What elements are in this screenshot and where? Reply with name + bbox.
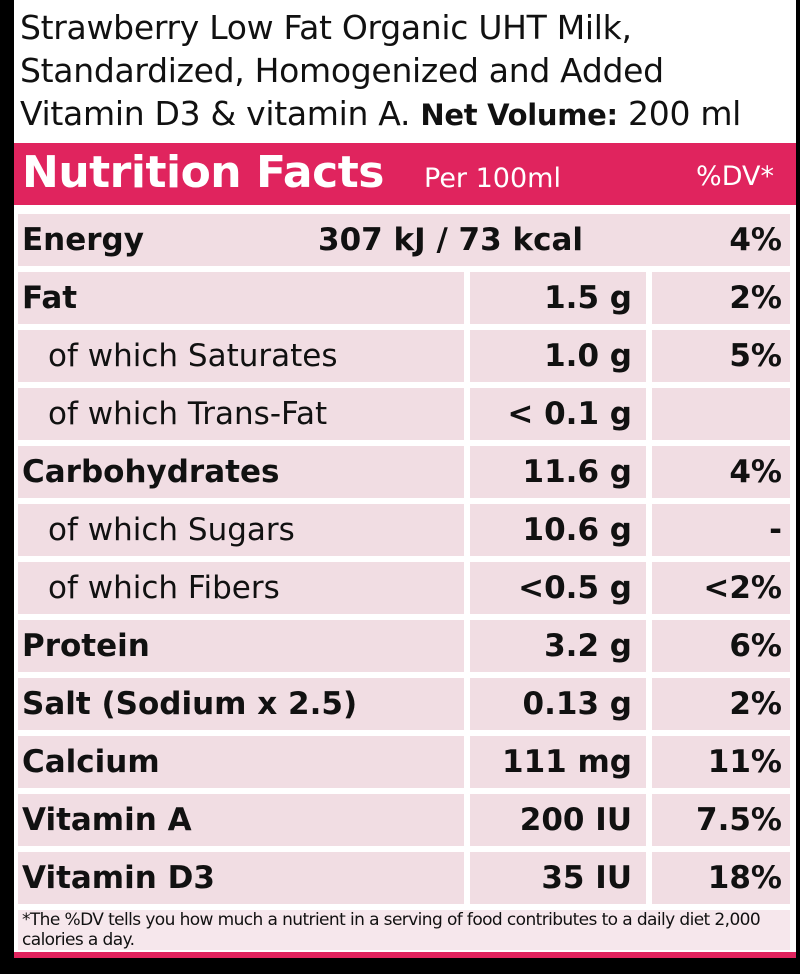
nutrient-dv: 4% — [652, 446, 790, 498]
nutrient-label: Salt (Sodium x 2.5) — [22, 686, 358, 722]
nutrient-label: of which Sugars — [48, 512, 295, 548]
nutrient-label: Carbohydrates — [22, 454, 280, 490]
footnote: *The %DV tells you how much a nutrient i… — [18, 910, 790, 950]
nutrient-value: 307 kJ / 73 kcal — [318, 222, 584, 258]
nutrient-label: Fat — [22, 280, 78, 316]
description-line-1: Strawberry Low Fat Organic UHT Milk, — [20, 8, 632, 47]
table-row: Fat 1.5 g 2% — [14, 272, 790, 324]
nutrient-dv: 4% — [729, 222, 782, 258]
nutrient-label: Calcium — [22, 744, 160, 780]
label-cell: Salt (Sodium x 2.5) — [18, 678, 464, 730]
footer-stripe — [14, 952, 796, 958]
description-line-3: Vitamin D3 & vitamin A. Net Volume: 200 … — [20, 92, 790, 137]
nutrient-label: Protein — [22, 628, 150, 664]
dv-header: %DV* — [696, 161, 774, 192]
label-cell: Vitamin A — [18, 794, 464, 846]
nutrient-value: <0.5 g — [470, 562, 646, 614]
net-volume-value: 200 ml — [628, 94, 742, 133]
table-row: Carbohydrates 11.6 g 4% — [14, 446, 790, 498]
label-cell: of which Sugars — [18, 504, 464, 556]
nutrient-value: 1.0 g — [470, 330, 646, 382]
nutrient-label: Vitamin A — [22, 802, 192, 838]
product-description: Strawberry Low Fat Organic UHT Milk, Sta… — [20, 6, 790, 137]
nutrient-dv: 2% — [652, 272, 790, 324]
label-cell: of which Trans-Fat — [18, 388, 464, 440]
nutrient-value: 35 IU — [470, 852, 646, 904]
nutrient-value: < 0.1 g — [470, 388, 646, 440]
table-row: Vitamin A 200 IU 7.5% — [14, 794, 790, 846]
nutrient-label: of which Fibers — [48, 570, 280, 606]
nutrient-dv: <2% — [652, 562, 790, 614]
table-row: Calcium 111 mg 11% — [14, 736, 790, 788]
nutrition-table: Energy 307 kJ / 73 kcal 4% Fat 1.5 g 2% of … — [14, 214, 790, 910]
table-row: of which Trans-Fat < 0.1 g — [14, 388, 790, 440]
nutrient-value: 111 mg — [470, 736, 646, 788]
table-row: Salt (Sodium x 2.5) 0.13 g 2% — [14, 678, 790, 730]
table-row: Protein 3.2 g 6% — [14, 620, 790, 672]
nutrient-value: 1.5 g — [470, 272, 646, 324]
table-row: of which Fibers <0.5 g <2% — [14, 562, 790, 614]
nutrient-label: Energy — [22, 222, 144, 258]
nutrient-value: 200 IU — [470, 794, 646, 846]
nutrient-label: of which Trans-Fat — [48, 396, 328, 432]
label-cell: Calcium — [18, 736, 464, 788]
label-cell: Vitamin D3 — [18, 852, 464, 904]
description-line-2: Standardized, Homogenized and Added — [20, 51, 664, 90]
label-cell: Carbohydrates — [18, 446, 464, 498]
per-serving-header: Per 100ml — [424, 163, 561, 194]
energy-cell: Energy 307 kJ / 73 kcal 4% — [18, 214, 790, 266]
nutrient-dv: 7.5% — [652, 794, 790, 846]
table-row: of which Saturates 1.0 g 5% — [14, 330, 790, 382]
nutrient-dv: 6% — [652, 620, 790, 672]
nutrient-value: 3.2 g — [470, 620, 646, 672]
nutrient-dv: 18% — [652, 852, 790, 904]
label-cell: Fat — [18, 272, 464, 324]
nutrient-dv — [652, 388, 790, 440]
table-row: of which Sugars 10.6 g- — [14, 504, 790, 556]
nutrient-dv: 2% — [652, 678, 790, 730]
label-cell: of which Saturates — [18, 330, 464, 382]
label-cell: Protein — [18, 620, 464, 672]
table-row-energy: Energy 307 kJ / 73 kcal 4% — [14, 214, 790, 266]
nutrient-dv: 11% — [652, 736, 790, 788]
nutrient-value: 11.6 g — [470, 446, 646, 498]
nutrient-dv: 5% — [652, 330, 790, 382]
nutrition-title: Nutrition Facts — [22, 147, 384, 198]
net-volume-label: Net Volume: — [420, 98, 618, 132]
nutrient-label: Vitamin D3 — [22, 860, 215, 896]
nutrient-value: 10.6 g — [470, 504, 646, 556]
label-cell: of which Fibers — [18, 562, 464, 614]
nutrient-label: of which Saturates — [48, 338, 338, 374]
nutrient-dv: - — [652, 504, 790, 556]
nutrition-header: Nutrition Facts Per 100ml %DV* — [14, 143, 796, 205]
table-row: Vitamin D3 35 IU 18% — [14, 852, 790, 904]
description-line-3-text: Vitamin D3 & vitamin A. — [20, 94, 411, 133]
nutrient-value: 0.13 g — [470, 678, 646, 730]
